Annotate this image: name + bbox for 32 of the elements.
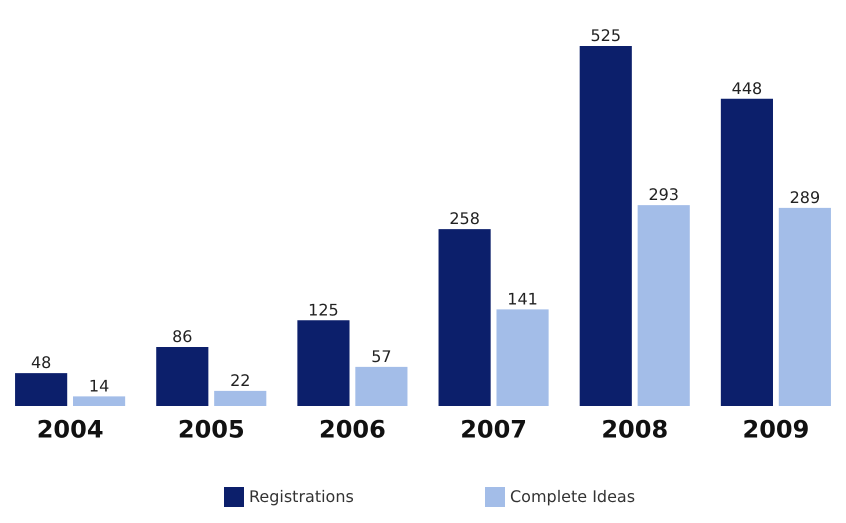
- data-label: 48: [30, 353, 52, 372]
- bar: [297, 320, 350, 406]
- x-tick-label: 2005: [178, 416, 245, 444]
- x-tick-label: 2004: [36, 416, 104, 444]
- bar: [355, 366, 408, 406]
- data-label: 258: [449, 209, 480, 228]
- bar: [15, 373, 68, 406]
- x-tick-label: 2007: [460, 416, 527, 444]
- bar: [496, 309, 549, 406]
- bar: [214, 390, 266, 406]
- bar: [580, 46, 632, 406]
- legend-label: Complete Ideas: [510, 487, 636, 506]
- x-tick-label: 2009: [742, 416, 810, 444]
- bar: [778, 208, 831, 406]
- data-label: 14: [88, 376, 110, 396]
- bar: [156, 347, 208, 406]
- data-label: 22: [230, 370, 250, 390]
- x-tick-label: 2008: [601, 416, 668, 444]
- data-label: 293: [648, 185, 679, 204]
- data-label: 125: [308, 300, 339, 320]
- data-label: 525: [590, 26, 622, 45]
- data-label: 448: [732, 78, 762, 98]
- bar: [73, 396, 126, 406]
- data-label: 86: [172, 327, 192, 346]
- data-label: 57: [371, 346, 392, 366]
- legend-label: Registrations: [249, 487, 354, 506]
- data-label: 141: [507, 289, 538, 308]
- bar: [638, 205, 690, 406]
- bar: [720, 98, 773, 406]
- x-tick-label: 2006: [319, 416, 386, 444]
- bar: [438, 229, 491, 406]
- data-label: 289: [790, 188, 820, 207]
